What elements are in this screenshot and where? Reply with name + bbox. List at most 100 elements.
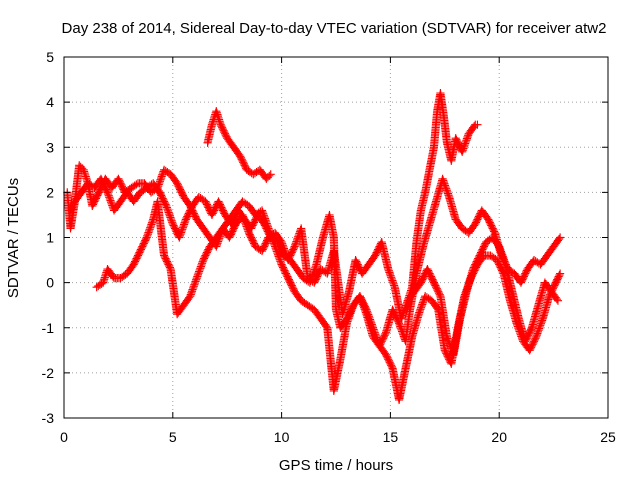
trace-a-point xyxy=(157,173,166,183)
trace-a-point xyxy=(259,243,268,253)
trace-c-point xyxy=(145,225,154,234)
trace-a-point xyxy=(177,188,186,197)
trace-c-point xyxy=(146,223,155,232)
trace-c-point xyxy=(441,347,450,356)
trace-a-point xyxy=(190,210,199,220)
trace-c-point xyxy=(282,271,291,280)
trace-e-point xyxy=(428,275,437,284)
trace-d-point xyxy=(237,155,246,164)
trace-b-point xyxy=(104,191,113,200)
trace-c-point xyxy=(144,226,154,236)
trace-c-point xyxy=(373,336,382,345)
trace-b-point xyxy=(379,334,388,343)
trace-b-point xyxy=(488,224,497,233)
trace-e-point xyxy=(475,251,484,260)
trace-a-point xyxy=(461,139,470,148)
trace-e-point xyxy=(426,272,436,281)
trace-b-point xyxy=(67,203,77,212)
trace-c-point xyxy=(262,217,271,226)
trace-b-point xyxy=(181,217,190,226)
trace-c-point xyxy=(371,330,380,339)
trace-e-point xyxy=(424,266,433,275)
trace-c-point xyxy=(196,264,205,273)
trace-c-point xyxy=(360,302,370,311)
trace-c-point xyxy=(276,257,285,266)
trace-a-point xyxy=(290,242,299,251)
trace-c-point xyxy=(281,268,290,277)
trace-b-point xyxy=(158,194,167,203)
trace-c-point xyxy=(535,324,544,333)
trace-b-point xyxy=(161,200,170,209)
trace-c-point xyxy=(414,310,423,319)
trace-c-point xyxy=(148,217,157,226)
trace-a-point xyxy=(289,243,299,253)
trace-e-point xyxy=(416,278,425,287)
trace-b-point xyxy=(311,262,320,271)
trace-e-point xyxy=(498,250,507,259)
trace-b-point xyxy=(162,201,171,210)
trace-b-point xyxy=(472,216,481,226)
trace-c-point xyxy=(269,237,278,246)
trace-b-point xyxy=(516,278,526,287)
trace-a-point xyxy=(452,135,461,144)
trace-c-point xyxy=(529,337,539,346)
trace-b-point xyxy=(394,317,403,326)
trace-c-point xyxy=(266,229,275,238)
trace-b-point xyxy=(442,184,451,193)
trace-b-point xyxy=(309,267,319,276)
trace-c-point xyxy=(286,278,295,287)
trace-a-point xyxy=(260,240,269,250)
trace-c-point xyxy=(141,234,151,244)
trace-b-point xyxy=(308,270,317,279)
x-tick-label: 15 xyxy=(383,429,399,445)
trace-b-point xyxy=(521,269,530,278)
trace-a-point xyxy=(117,180,126,189)
trace-b-point xyxy=(381,329,390,338)
trace-e-point xyxy=(524,331,533,340)
trace-a-point xyxy=(91,195,100,204)
trace-e-point xyxy=(523,332,532,341)
trace-c-point xyxy=(259,209,268,218)
trace-c-point xyxy=(130,258,139,268)
trace-b-point xyxy=(157,191,166,200)
trace-e-point xyxy=(553,296,563,305)
trace-b-point xyxy=(178,223,187,232)
trace-a-point xyxy=(88,201,97,210)
trace-b-point xyxy=(517,277,526,286)
trace-c-point xyxy=(279,265,288,274)
trace-c-point xyxy=(553,275,562,284)
trace-b-point xyxy=(442,186,451,195)
trace-c-point xyxy=(289,284,298,293)
trace-a-point xyxy=(398,309,408,318)
trace-b-point xyxy=(215,200,225,209)
trace-a-point xyxy=(116,179,125,188)
trace-a-point xyxy=(247,233,256,242)
trace-c-point xyxy=(270,240,279,249)
trace-b-point xyxy=(105,194,114,204)
trace-a-point xyxy=(371,251,380,260)
trace-c-point xyxy=(550,280,560,289)
trace-e-point xyxy=(479,242,489,251)
trace-c-point xyxy=(285,277,294,286)
trace-b-point xyxy=(69,200,78,209)
trace-c-point xyxy=(535,322,544,332)
trace-c-point xyxy=(266,230,275,240)
trace-d-point xyxy=(239,158,248,167)
trace-b-point xyxy=(306,276,315,286)
trace-b-point xyxy=(392,314,402,323)
trace-c-point xyxy=(525,346,534,355)
trace-c-point xyxy=(345,310,354,320)
trace-d-point xyxy=(241,162,250,171)
trace-c-point xyxy=(186,290,195,299)
trace-c-point xyxy=(361,304,370,313)
trace-b-point xyxy=(441,182,450,192)
trace-a-point xyxy=(94,188,103,197)
y-tick-label: 3 xyxy=(46,139,54,155)
trace-a-point xyxy=(132,180,141,189)
trace-e-point xyxy=(444,335,453,345)
trace-c-point xyxy=(204,245,213,254)
trace-c-point xyxy=(365,315,375,324)
trace-c-point xyxy=(538,316,547,325)
trace-e-point xyxy=(418,275,427,284)
trace-e-point xyxy=(527,325,536,334)
